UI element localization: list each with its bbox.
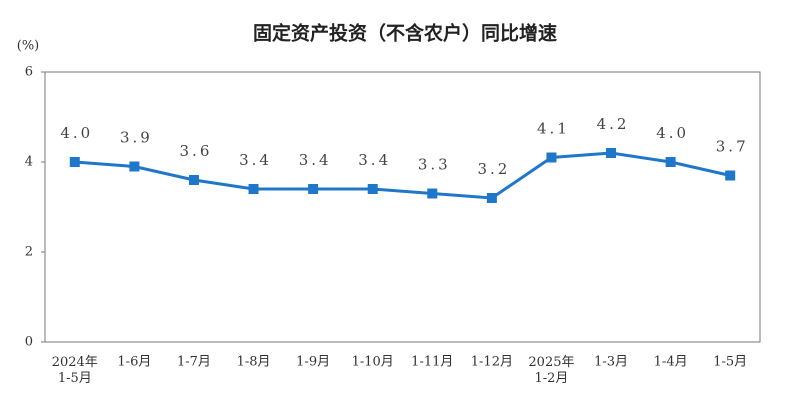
value-label: 3.4: [299, 151, 332, 169]
x-tick-label: 1-11月: [411, 355, 453, 370]
point-marker: [367, 184, 378, 194]
value-label: 3.3: [418, 156, 451, 174]
value-label: 4.0: [60, 124, 93, 142]
value-label: 3.4: [358, 151, 391, 169]
point-marker: [606, 148, 617, 158]
point-marker: [129, 161, 140, 172]
value-label: 3.4: [239, 151, 272, 169]
y-tick-label: 0: [25, 335, 33, 350]
point-marker: [188, 175, 199, 185]
x-tick-label: 1-12月: [471, 355, 513, 370]
x-tick-label: 1-3月: [594, 355, 628, 370]
x-tick-label: 1-5月: [713, 355, 747, 370]
x-tick-label: 1-10月: [352, 355, 394, 370]
point-marker: [486, 193, 497, 203]
point-marker: [665, 157, 676, 167]
x-tick-label: 1-4月: [654, 355, 688, 370]
value-label: 4.1: [537, 120, 570, 138]
point-marker: [427, 188, 438, 199]
x-tick-label: 1-9月: [296, 355, 330, 370]
value-label: 3.2: [477, 160, 510, 178]
value-label: 4.2: [597, 115, 630, 133]
value-label: 3.7: [716, 138, 749, 156]
point-marker: [725, 170, 736, 181]
point-marker: [308, 184, 319, 194]
y-tick-label: 2: [25, 245, 33, 260]
series-line: [74, 151, 731, 200]
x-tick-label: 2024年 1-5月: [52, 355, 98, 386]
value-label: 3.6: [180, 142, 213, 160]
y-tick-label: 4: [25, 155, 33, 170]
x-tick-label: 2025年 1-2月: [528, 355, 574, 386]
chart-title: 固定资产投资（不含农户）同比增速: [253, 22, 557, 45]
value-label: 4.0: [656, 124, 689, 142]
x-tick-label: 1-6月: [117, 355, 151, 370]
x-tick-label: 1-7月: [177, 355, 211, 370]
point-marker: [248, 184, 259, 194]
x-tick-label: 1-8月: [237, 355, 271, 370]
point-marker: [546, 152, 557, 163]
value-label: 3.9: [120, 129, 153, 147]
point-marker: [69, 157, 80, 167]
y-tick-label: 6: [25, 65, 33, 80]
plot-frame: [44, 71, 761, 343]
y-axis-label: (%): [17, 39, 40, 54]
